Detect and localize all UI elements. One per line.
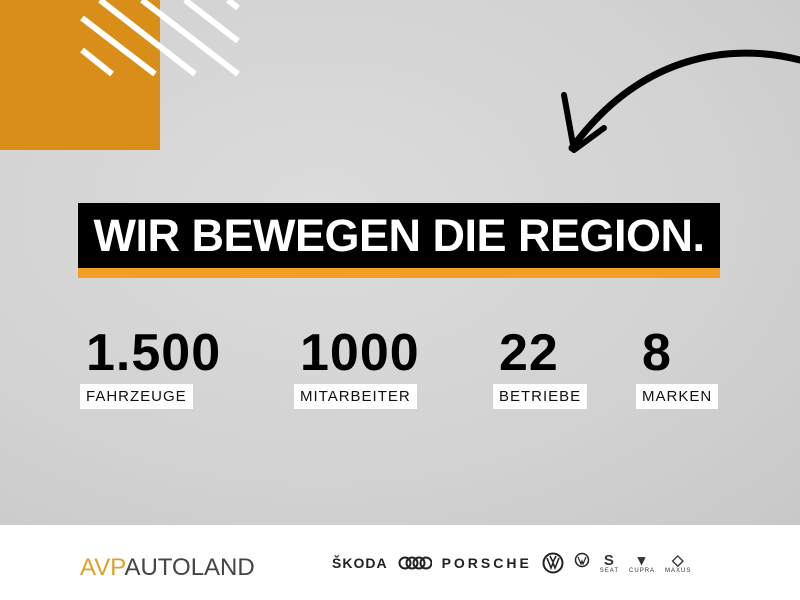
seat-logo: S SEAT [599,551,620,574]
stat-value: 1000 [300,324,420,382]
stat-label: BETRIEBE [493,384,588,409]
headline-underline [78,268,720,278]
headline: WIR BEWEGEN DIE REGION. [78,203,720,269]
stat-value: 8 [642,324,672,382]
vw-logo-icon [542,552,564,574]
brand-logos: ŠKODA PORSCHE S SEAT ▾ CUPRA ◇ MAXUS [332,552,691,574]
cupra-logo: ▾ CUPRA [629,551,656,574]
maxus-icon: ◇ [671,551,685,569]
stat-label: MITARBEITER [294,384,417,409]
stat-label: MARKEN [636,384,719,409]
audi-rings-icon [398,556,432,570]
stat-value: 1.500 [86,324,222,382]
stat-vehicles: 1.500 FAHRZEUGE [80,324,222,412]
maxus-logo: ◇ MAXUS [665,551,692,574]
curved-arrow-icon [561,49,800,153]
stat-employees: 1000 MITARBEITER [294,324,420,412]
footer: AVPAUTOLAND ŠKODA PORSCHE S SEAT ▾ CUPRA ◇… [0,525,800,600]
logo-part1: AVP [80,554,125,581]
diagonal-stripes-decoration [80,0,240,77]
cupra-icon: ▾ [637,551,647,569]
seat-s-icon: S [603,551,615,569]
skoda-logo: ŠKODA [332,555,388,571]
porsche-logo: PORSCHE [441,555,532,571]
stat-label: FAHRZEUGE [80,384,193,409]
stat-locations: 22 BETRIEBE [493,324,588,412]
logo-part2: AUTOLAND [124,554,255,581]
stat-value: 22 [499,324,559,382]
avp-autoland-logo: AVPAUTOLAND [80,554,255,582]
stat-brands: 8 MARKEN [636,324,719,412]
vw-commercial-logo-icon [574,552,590,568]
